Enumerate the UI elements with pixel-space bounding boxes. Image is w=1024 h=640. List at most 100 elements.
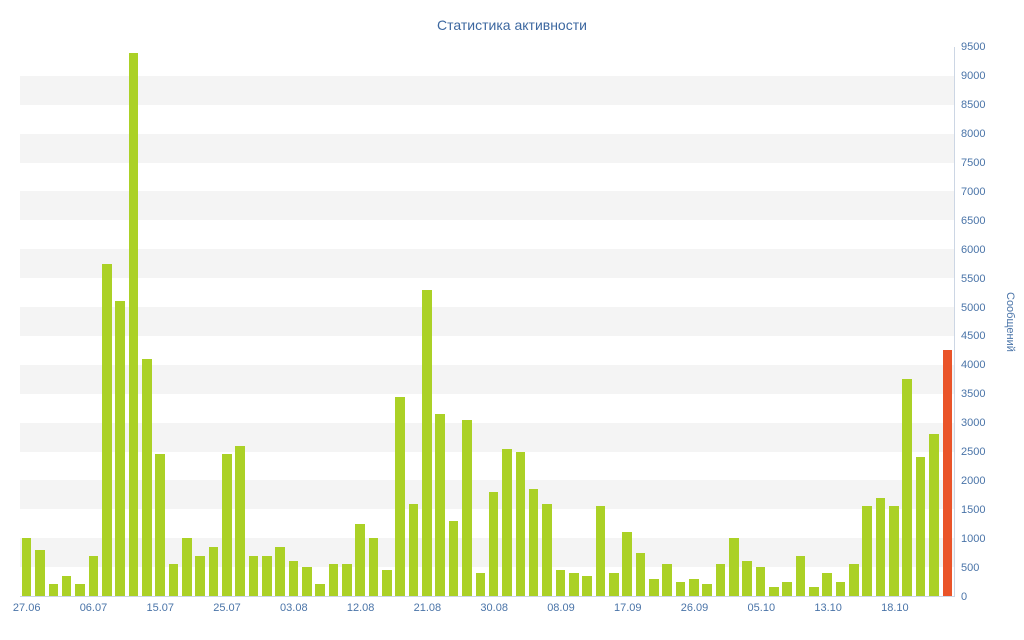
bar[interactable]	[675, 581, 686, 596]
x-tick-label: 25.07	[213, 602, 241, 614]
x-tick-label: 18.10	[881, 602, 909, 614]
x-tick-label: 21.08	[413, 602, 442, 614]
bar[interactable]	[88, 555, 99, 596]
y-tick-label: 3000	[961, 417, 986, 430]
y-tick-label: 4500	[961, 330, 986, 343]
y-tick-label: 0	[961, 591, 968, 603]
bar[interactable]	[262, 555, 272, 596]
x-tick-label: 03.08	[280, 602, 308, 614]
y-tick-label: 1000	[961, 533, 986, 546]
y-tick-label: 6500	[961, 214, 986, 227]
plot-band	[20, 163, 954, 192]
plot-band	[20, 307, 954, 336]
bar[interactable]	[835, 581, 846, 596]
plot-band	[20, 364, 954, 394]
bar[interactable]	[809, 587, 819, 596]
bar[interactable]	[515, 451, 526, 596]
bar[interactable]	[141, 359, 152, 596]
bar[interactable]	[528, 489, 539, 596]
bar[interactable]	[382, 570, 392, 596]
y-tick-label: 2500	[961, 446, 986, 459]
bar[interactable]	[288, 561, 299, 596]
bar[interactable]	[248, 555, 259, 596]
bar[interactable]	[35, 549, 45, 596]
x-tick-label: 08.09	[547, 602, 575, 614]
plot-band	[20, 191, 954, 221]
bar[interactable]	[715, 564, 726, 596]
x-tick-label: 26.09	[680, 602, 709, 614]
plot-band	[20, 394, 954, 423]
bar[interactable]	[342, 564, 352, 596]
x-tick-label: 17.09	[613, 602, 642, 614]
bar[interactable]	[355, 523, 366, 596]
plot-band	[20, 220, 954, 249]
bar[interactable]	[328, 564, 339, 596]
bar[interactable]	[942, 350, 953, 596]
bar[interactable]	[208, 546, 219, 596]
y-tick-label: 6000	[961, 243, 986, 256]
bar[interactable]	[755, 567, 766, 596]
bar[interactable]	[662, 564, 672, 596]
bar[interactable]	[395, 396, 406, 596]
bar[interactable]	[729, 538, 739, 596]
bar[interactable]	[862, 506, 873, 596]
bar[interactable]	[782, 581, 792, 596]
bar[interactable]	[502, 448, 512, 596]
bar[interactable]	[275, 546, 285, 596]
bar[interactable]	[21, 538, 32, 596]
bar[interactable]	[769, 587, 779, 596]
bar[interactable]	[448, 520, 459, 596]
bar[interactable]	[555, 570, 566, 596]
bar[interactable]	[488, 491, 499, 596]
bar[interactable]	[222, 454, 232, 596]
bar[interactable]	[435, 413, 446, 596]
bar[interactable]	[582, 575, 592, 596]
bar[interactable]	[595, 506, 606, 596]
bar[interactable]	[302, 567, 312, 596]
bar[interactable]	[875, 497, 886, 596]
bar[interactable]	[542, 503, 552, 596]
bar[interactable]	[408, 503, 419, 596]
bar[interactable]	[195, 555, 205, 596]
bar[interactable]	[168, 564, 179, 596]
bar[interactable]	[235, 445, 245, 596]
bar[interactable]	[115, 301, 125, 596]
bar[interactable]	[462, 419, 472, 596]
bar[interactable]	[101, 263, 112, 596]
bar[interactable]	[315, 584, 325, 596]
plot-area	[20, 47, 955, 597]
bar[interactable]	[929, 434, 939, 596]
bar[interactable]	[48, 584, 59, 596]
y-axis-title: Сообщений	[1004, 292, 1016, 352]
bar[interactable]	[75, 584, 85, 596]
bar[interactable]	[368, 538, 379, 596]
bar[interactable]	[849, 564, 859, 596]
bar[interactable]	[128, 52, 139, 596]
bar[interactable]	[181, 538, 192, 596]
bar[interactable]	[795, 555, 806, 596]
y-tick-label: 2000	[961, 475, 986, 488]
bar[interactable]	[902, 379, 913, 596]
bar[interactable]	[889, 506, 899, 596]
bar[interactable]	[689, 578, 699, 596]
x-tick-label: 27.06	[12, 602, 41, 614]
chart-title: Статистика активности	[437, 17, 587, 33]
y-tick-label: 8500	[961, 98, 986, 111]
bar[interactable]	[61, 575, 72, 596]
bar[interactable]	[155, 454, 165, 596]
bar[interactable]	[702, 584, 712, 596]
bar[interactable]	[635, 552, 646, 596]
bar[interactable]	[742, 561, 752, 596]
bar[interactable]	[622, 532, 632, 596]
bar[interactable]	[422, 289, 432, 596]
plot-band	[20, 278, 954, 307]
bar[interactable]	[568, 572, 579, 596]
bar[interactable]	[648, 578, 659, 596]
x-tick-label: 30.08	[480, 602, 508, 614]
bar[interactable]	[475, 572, 486, 596]
y-tick-label: 7000	[961, 185, 986, 198]
x-tick-label: 13.10	[814, 602, 842, 614]
bar[interactable]	[915, 457, 926, 596]
bar[interactable]	[822, 572, 833, 596]
bar[interactable]	[608, 572, 619, 596]
